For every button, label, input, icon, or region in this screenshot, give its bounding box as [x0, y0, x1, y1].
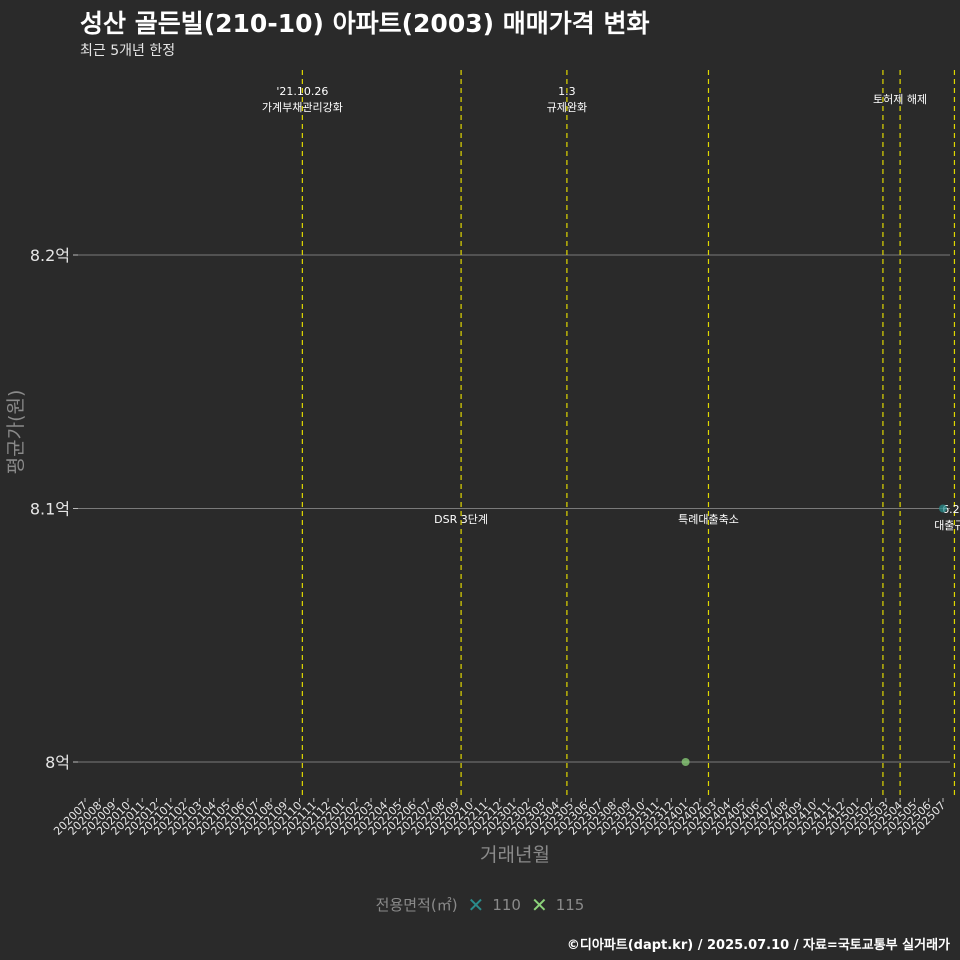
event-label: 가계부채관리강화	[262, 101, 343, 114]
event-label: 규제완화	[547, 101, 587, 114]
legend: 전용면적(㎡) ✕ 110 ✕ 115	[0, 894, 960, 915]
source-caption: ©디아파트(dapt.kr) / 2025.07.10 / 자료=국토교통부 실…	[566, 938, 950, 953]
legend-item-110: ✕ 110	[468, 895, 521, 915]
y-tick-label: 8.2억	[30, 246, 70, 265]
y-tick-label: 8억	[45, 753, 70, 772]
data-point-115	[681, 758, 690, 766]
y-axis-title: 평균가(원)	[5, 390, 27, 475]
event-label: 특례대출축소	[678, 513, 739, 526]
legend-key-110-icon: ✕	[467, 892, 485, 917]
data-point-110	[939, 504, 947, 513]
legend-label-115: 115	[555, 895, 585, 914]
legend-item-115: ✕ 115	[531, 895, 584, 915]
y-axis-ticks: 8억 8.1억 8.2억	[30, 246, 78, 772]
chart-subtitle: 최근 5개년 한정	[80, 43, 176, 59]
event-label: DSR 3단계	[434, 513, 488, 526]
event-label: 6.27	[942, 503, 960, 516]
data-points	[681, 504, 947, 766]
event-label: '21.10.26	[276, 85, 328, 98]
legend-label-110: 110	[492, 895, 521, 914]
x-axis-ticks: 2020072020082020092020102020112020122021…	[51, 798, 948, 838]
chart-title: 성산 골든빌(210-10) 아파트(2003) 매매가격 변화	[80, 9, 650, 38]
legend-key-115-icon: ✕	[530, 892, 548, 917]
event-label: 토허제 해제	[873, 92, 927, 106]
event-label: 대출규제	[934, 519, 960, 532]
legend-title: 전용면적(㎡)	[375, 896, 458, 914]
event-label: 1.3	[558, 85, 576, 98]
grid-lines	[78, 254, 950, 763]
y-tick-label: 8.1억	[30, 500, 70, 519]
x-axis-title: 거래년월	[480, 844, 550, 866]
